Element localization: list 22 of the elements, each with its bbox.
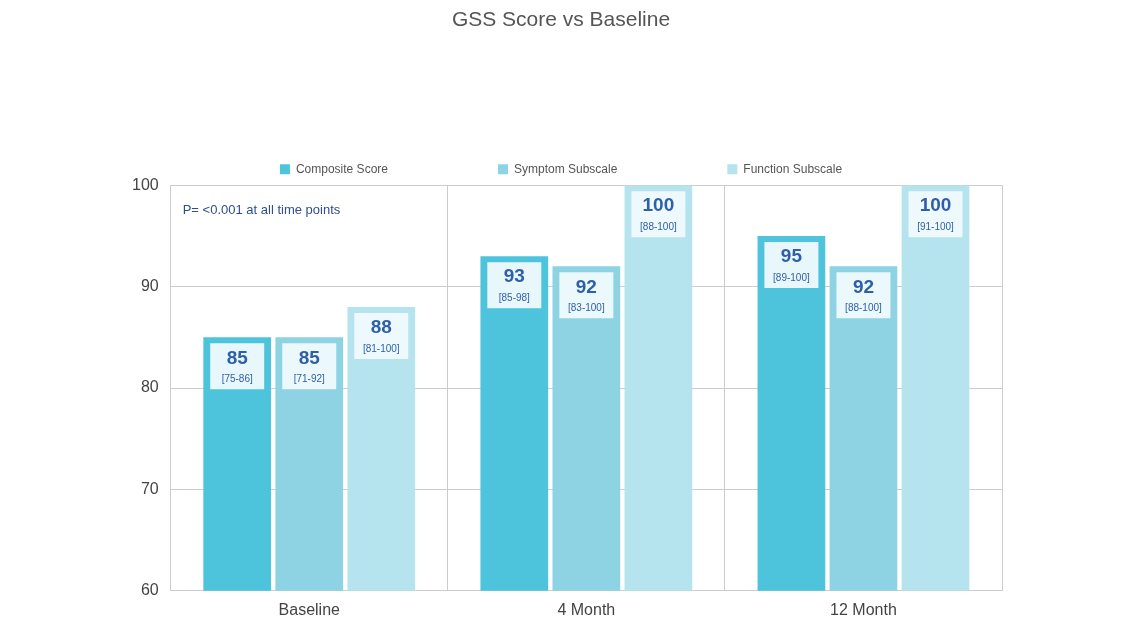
data-label: 88 [81-100] xyxy=(362,316,400,354)
y-tick-label: 80 xyxy=(140,378,159,396)
data-label: 92 [88-100] xyxy=(845,275,883,314)
x-tick-label: Baseline xyxy=(278,600,341,618)
x-tick-label: 4 Month xyxy=(557,600,616,618)
data-label: 85 [75-86] xyxy=(221,346,253,385)
data-label: 85 [71-92] xyxy=(293,346,326,385)
y-tick-label: 90 xyxy=(140,277,159,295)
legend-label: Function Subscale xyxy=(743,161,843,176)
data-label: 100 [88-100] xyxy=(640,194,677,232)
annotation: P= <0.001 at all time points xyxy=(182,201,341,217)
y-tick-label: 100 xyxy=(131,175,159,193)
legend-label: Symptom Subscale xyxy=(513,161,618,176)
data-label: 100 [91-100] xyxy=(917,194,955,232)
data-label: 95 [89-100] xyxy=(773,245,810,283)
y-tick-label: 60 xyxy=(140,581,159,599)
chart-title: GSS Score vs Baseline xyxy=(451,7,671,31)
data-label: 93 [85-98] xyxy=(498,265,531,303)
x-tick-label: 12 Month xyxy=(830,600,897,618)
legend-label: Composite Score xyxy=(295,161,389,176)
data-label: 92 [83-100] xyxy=(568,275,605,314)
y-tick-label: 70 xyxy=(140,479,159,497)
